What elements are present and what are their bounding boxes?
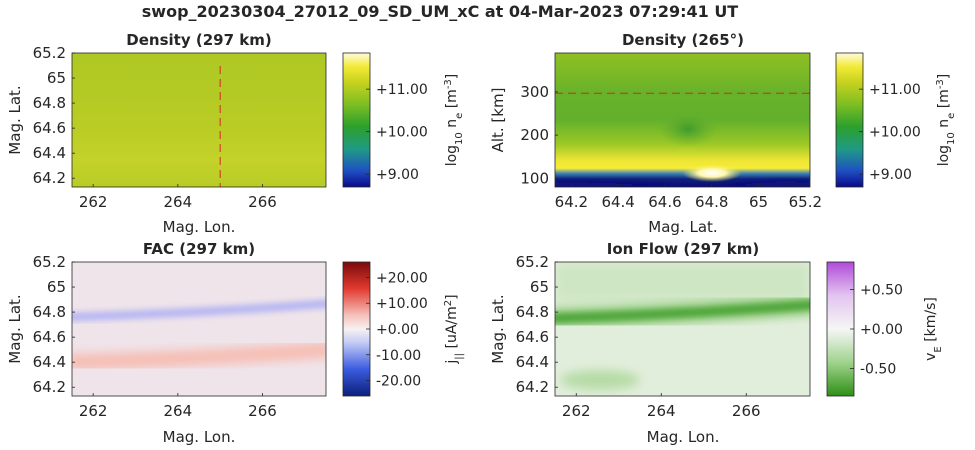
y-axis-label: Alt. [km] <box>489 88 507 153</box>
y-tick-label: 65.2 <box>516 253 549 271</box>
colorbar <box>827 262 854 396</box>
x-tick-label: 264 <box>164 402 193 420</box>
x-tick-label: 262 <box>79 402 108 420</box>
y-tick-label: 100 <box>520 169 549 187</box>
axes-frame <box>71 52 327 188</box>
y-tick-label: 65 <box>47 278 66 296</box>
y-tick-label: 64.2 <box>33 378 66 396</box>
colorbar-tick-label: +11.00 <box>376 82 428 98</box>
colorbar <box>343 53 370 187</box>
colorbar-tick-label: +20.00 <box>376 270 428 286</box>
y-tick-label: 64.4 <box>33 144 66 162</box>
y-axis-label: Mag. Lat. <box>6 85 24 154</box>
x-tick-label: 264 <box>647 402 676 420</box>
figure-title: swop_20230304_27012_09_SD_UM_xC at 04-Ma… <box>142 2 739 21</box>
y-tick-label: 64.8 <box>516 303 549 321</box>
axes-frame <box>554 52 811 188</box>
colorbar-tick-label: +0.50 <box>860 283 903 299</box>
heatmap-field <box>72 262 326 396</box>
x-axis-label: Mag. Lon. <box>163 218 236 236</box>
colorbar-tick-label: +10.00 <box>376 125 428 141</box>
colorbar-tick-label: -10.00 <box>376 348 421 364</box>
y-tick-label: 64.8 <box>33 94 66 112</box>
colorbar-tick-label: +10.00 <box>869 125 921 141</box>
y-tick-label: 64.2 <box>516 378 549 396</box>
y-tick-label: 64.8 <box>33 303 66 321</box>
colorbar-tick-label: -0.50 <box>860 361 896 377</box>
x-axis-label: Mag. Lon. <box>647 428 720 446</box>
heatmap-peak <box>682 164 742 182</box>
colorbar-tick-label: +10.00 <box>376 296 428 312</box>
panel-density-alt-lat: Density (265°) 64.2 64.4 64.6 64.8 65 65.2 100… <box>489 31 957 236</box>
panel-ionflow-lat-lon: Ion Flow (297 km) 262 264 266 64.2 64.4 64.6 6… <box>489 240 944 446</box>
colorbar-tick-label: -20.00 <box>376 374 421 390</box>
heatmap-dark-patch <box>658 111 718 147</box>
colorbar-label: log10 ne [m-3] <box>443 74 465 167</box>
y-tick-label: 65.2 <box>33 253 66 271</box>
heatmap-field <box>72 53 326 187</box>
panel-title: Ion Flow (297 km) <box>607 240 759 258</box>
colorbar-frame <box>835 52 864 188</box>
x-tick-label: 64.6 <box>648 193 681 211</box>
fac-positive-band <box>72 341 326 371</box>
y-axis-label: Mag. Lat. <box>489 294 507 363</box>
axes-frame <box>554 261 811 397</box>
panel-title: FAC (297 km) <box>143 240 255 258</box>
colorbar-tick-label: +9.00 <box>376 167 419 183</box>
x-axis-label: Mag. Lat. <box>648 218 717 236</box>
panel-title: Density (297 km) <box>126 31 271 49</box>
colorbar-label: j|| [uA/m2] <box>443 294 465 364</box>
x-tick-label: 64.4 <box>601 193 634 211</box>
y-tick-label: 64.4 <box>516 353 549 371</box>
x-tick-label: 266 <box>248 193 277 211</box>
colorbar-label: vE [km/s] <box>923 297 944 361</box>
colorbar <box>343 262 370 396</box>
colorbar-tick-label: +0.00 <box>860 322 903 338</box>
panel-title: Density (265°) <box>622 31 744 49</box>
y-tick-label: 64.6 <box>516 328 549 346</box>
colorbar-tick-label: +0.00 <box>376 322 419 338</box>
y-tick-label: 64.2 <box>33 169 66 187</box>
x-tick-label: 264 <box>164 193 193 211</box>
colorbar-label: log10 ne [m-3] <box>935 74 957 167</box>
heatmap-low-band <box>555 181 810 187</box>
colorbar-frame <box>342 52 371 188</box>
x-axis-label: Mag. Lon. <box>163 428 236 446</box>
x-tick-label: 266 <box>732 402 761 420</box>
x-tick-label: 262 <box>562 402 591 420</box>
x-tick-label: 262 <box>79 193 108 211</box>
colorbar <box>836 53 863 187</box>
y-tick-label: 64.6 <box>33 119 66 137</box>
panel-density-lat-lon: Density (297 km) 262 264 266 64.2 64.4 64.6 64… <box>6 31 465 236</box>
colorbar-tick-label: +9.00 <box>869 167 912 183</box>
y-tick-label: 200 <box>520 126 549 144</box>
y-tick-label: 65 <box>530 278 549 296</box>
heatmap-lower-patch <box>560 370 640 390</box>
x-tick-label: 65.2 <box>789 193 822 211</box>
y-tick-label: 64.4 <box>33 353 66 371</box>
ionflow-band <box>555 300 810 323</box>
x-tick-label: 65 <box>749 193 768 211</box>
y-tick-label: 300 <box>520 83 549 101</box>
fac-negative-band <box>72 299 326 322</box>
y-tick-label: 64.6 <box>33 328 66 346</box>
y-tick-label: 65.2 <box>33 44 66 62</box>
x-tick-label: 266 <box>248 402 277 420</box>
axes-frame <box>71 261 327 397</box>
x-tick-label: 64.8 <box>695 193 728 211</box>
panel-fac-lat-lon: FAC (297 km) 262 264 266 64.2 64.4 64.6 64.8 65… <box>6 240 465 446</box>
colorbar-tick-label: +11.00 <box>869 82 921 98</box>
y-axis-label: Mag. Lat. <box>6 294 24 363</box>
x-tick-label: 64.2 <box>555 193 588 211</box>
heatmap-upper-patch <box>555 262 810 302</box>
y-tick-label: 65 <box>47 69 66 87</box>
